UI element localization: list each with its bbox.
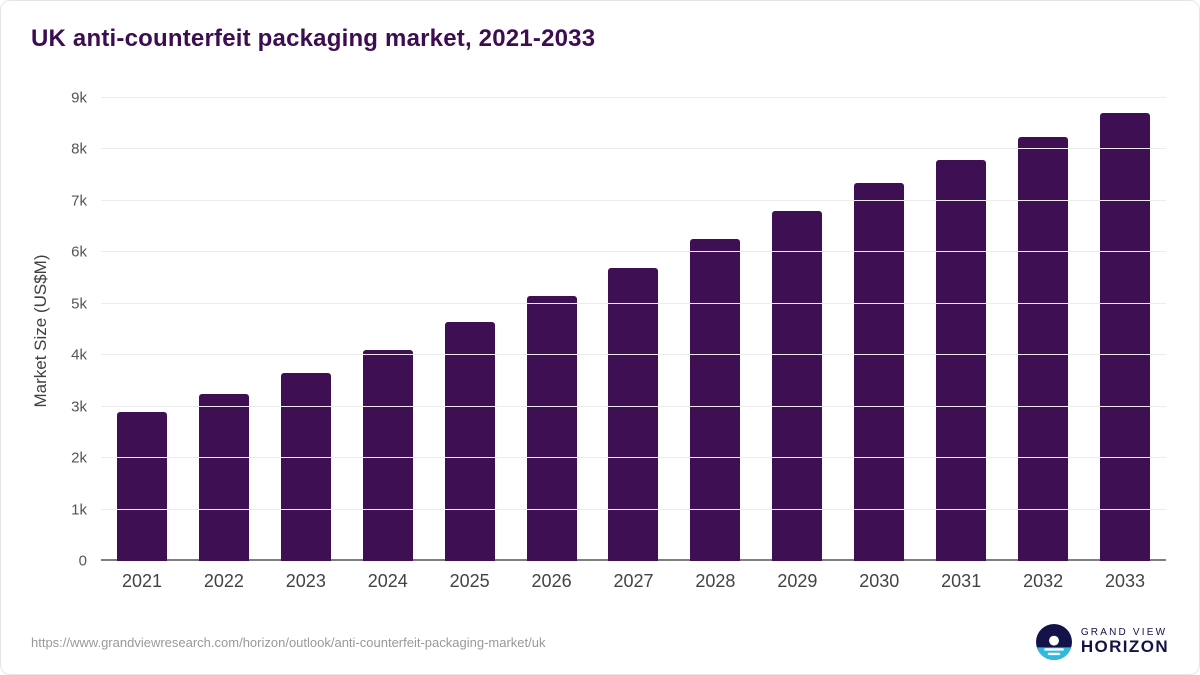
- x-tick-label-2029: 2029: [777, 571, 818, 591]
- logo-top-text: GRAND VIEW: [1080, 627, 1168, 639]
- y-tick-label-1k: 1k: [71, 501, 87, 519]
- x-tick-label-2021: 2021: [121, 571, 162, 591]
- logo-text: GRAND VIEW HORIZON: [1081, 627, 1169, 657]
- bar-2028: [690, 239, 741, 561]
- gridline-6k: [101, 251, 1166, 253]
- bar-2031: [936, 159, 987, 561]
- gridline-4k: [101, 354, 1166, 356]
- gridline-2k: [101, 457, 1166, 459]
- y-tick-label-9k: 9k: [71, 89, 87, 107]
- bar-slot-2021: [101, 98, 183, 561]
- source-url: https://www.grandviewresearch.com/horizo…: [31, 634, 546, 650]
- brand-logo: GRAND VIEW HORIZON: [1035, 624, 1169, 660]
- y-tick-label-3k: 3k: [71, 398, 87, 416]
- x-tick-label-2023: 2023: [285, 571, 326, 591]
- bar-2025: [444, 321, 495, 561]
- x-tick-label-2030: 2030: [859, 571, 900, 591]
- logo-bottom-text: HORIZON: [1080, 637, 1169, 657]
- y-tick-label-4k: 4k: [71, 346, 87, 364]
- bar-slot-2025: [429, 98, 511, 561]
- bar-slot-2030: [838, 98, 920, 561]
- bar-slot-2024: [347, 98, 429, 561]
- bar-slot-2029: [756, 98, 838, 561]
- y-tick-label-2k: 2k: [71, 449, 87, 467]
- y-tick-label-6k: 6k: [71, 243, 87, 261]
- gridline-8k: [101, 148, 1166, 150]
- x-tick-label-2025: 2025: [449, 571, 490, 591]
- gridline-1k: [101, 508, 1166, 510]
- bar-2027: [608, 267, 659, 561]
- bar-slot-2026: [511, 98, 593, 561]
- bar-2029: [772, 211, 823, 561]
- x-tick-label-2026: 2026: [531, 571, 572, 591]
- plot-area: 0 1k 2k 3k 4k 5k 6k 7k 8k 9k: [71, 90, 1166, 570]
- x-tick-label-2031: 2031: [941, 571, 982, 591]
- bar-2023: [280, 373, 331, 561]
- bar-slot-2022: [183, 98, 265, 561]
- horizon-logo-icon: [1035, 624, 1072, 660]
- gridline-9k: [101, 97, 1166, 98]
- y-tick-label-5k: 5k: [71, 295, 87, 313]
- bar-slot-2032: [1002, 98, 1084, 561]
- x-axis-labels: 2021 2022 2023 2024 2025 2026 2027 2028 2029 2030…: [101, 571, 1166, 592]
- bar-slot-2028: [674, 98, 756, 561]
- bar-2026: [526, 296, 577, 561]
- bar-slot-2023: [265, 98, 347, 561]
- x-tick-label-2024: 2024: [367, 571, 408, 591]
- gridline-3k: [101, 405, 1166, 407]
- y-tick-label-7k: 7k: [71, 192, 87, 210]
- y-tick-label-8k: 8k: [71, 140, 87, 158]
- bar-slot-2033: [1084, 98, 1166, 561]
- bar-slot-2027: [593, 98, 675, 561]
- bars-row: [101, 98, 1166, 561]
- x-tick-label-2027: 2027: [613, 571, 654, 591]
- bar-2030: [854, 182, 905, 561]
- bar-2032: [1018, 136, 1069, 561]
- bar-2033: [1100, 113, 1151, 561]
- x-tick-label-2033: 2033: [1105, 571, 1146, 591]
- y-tick-label-0: 0: [78, 552, 87, 570]
- bar-2024: [362, 350, 413, 561]
- bar-2022: [198, 393, 249, 561]
- footer: https://www.grandviewresearch.com/horizo…: [31, 624, 1169, 660]
- chart-title: UK anti-counterfeit packaging market, 20…: [31, 25, 596, 52]
- gridline-7k: [101, 199, 1166, 201]
- bar-2021: [116, 411, 167, 561]
- x-tick-label-2028: 2028: [695, 571, 736, 591]
- gridline-5k: [101, 302, 1166, 304]
- x-tick-label-2022: 2022: [203, 571, 244, 591]
- y-axis-title: Market Size (US$M): [31, 254, 50, 408]
- x-tick-label-2032: 2032: [1023, 571, 1064, 591]
- bar-slot-2031: [920, 98, 1002, 561]
